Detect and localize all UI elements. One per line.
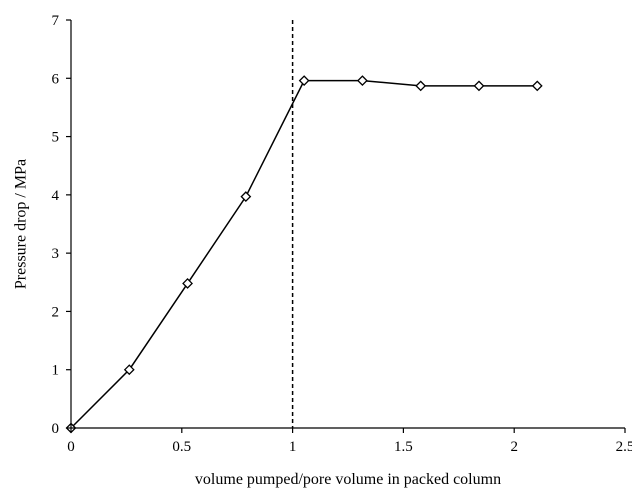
data-point-diamond: [182, 278, 193, 289]
x-tick-label: 0.5: [172, 439, 191, 455]
y-tick-label: 2: [52, 304, 60, 320]
x-tick-label: 2: [510, 439, 518, 455]
data-point-diamond: [123, 364, 135, 376]
data-point-diamond: [531, 80, 543, 92]
y-tick-label: 0: [52, 421, 60, 437]
x-tick-label: 2.5: [616, 439, 632, 455]
x-tick-label: 1.5: [394, 439, 413, 455]
x-axis-title: volume pumped/pore volume in packed colu…: [195, 471, 501, 488]
y-axis-title: Pressure drop / MPa: [13, 159, 30, 289]
y-tick-label: 1: [52, 363, 60, 379]
data-point-diamond: [356, 75, 368, 87]
x-tick-label: 1: [289, 439, 297, 455]
y-tick-label: 6: [52, 71, 60, 87]
y-tick-label: 5: [52, 130, 60, 146]
axes: [66, 19, 626, 433]
y-tick-label: 4: [52, 188, 60, 204]
data-series: [65, 75, 543, 434]
tick-labels: 0 0.5 1 1.5 2 2.5 0 1 2 3 4 5 6 7: [52, 13, 632, 455]
y-tick-label: 3: [52, 246, 60, 262]
data-point-diamond: [298, 75, 310, 87]
x-tick-label: 0: [67, 439, 75, 455]
data-point-diamond: [240, 191, 252, 203]
data-point-diamond: [415, 80, 427, 92]
y-tick-label: 7: [52, 13, 60, 29]
series-line: [70, 79, 538, 429]
data-point-diamond: [473, 80, 485, 92]
